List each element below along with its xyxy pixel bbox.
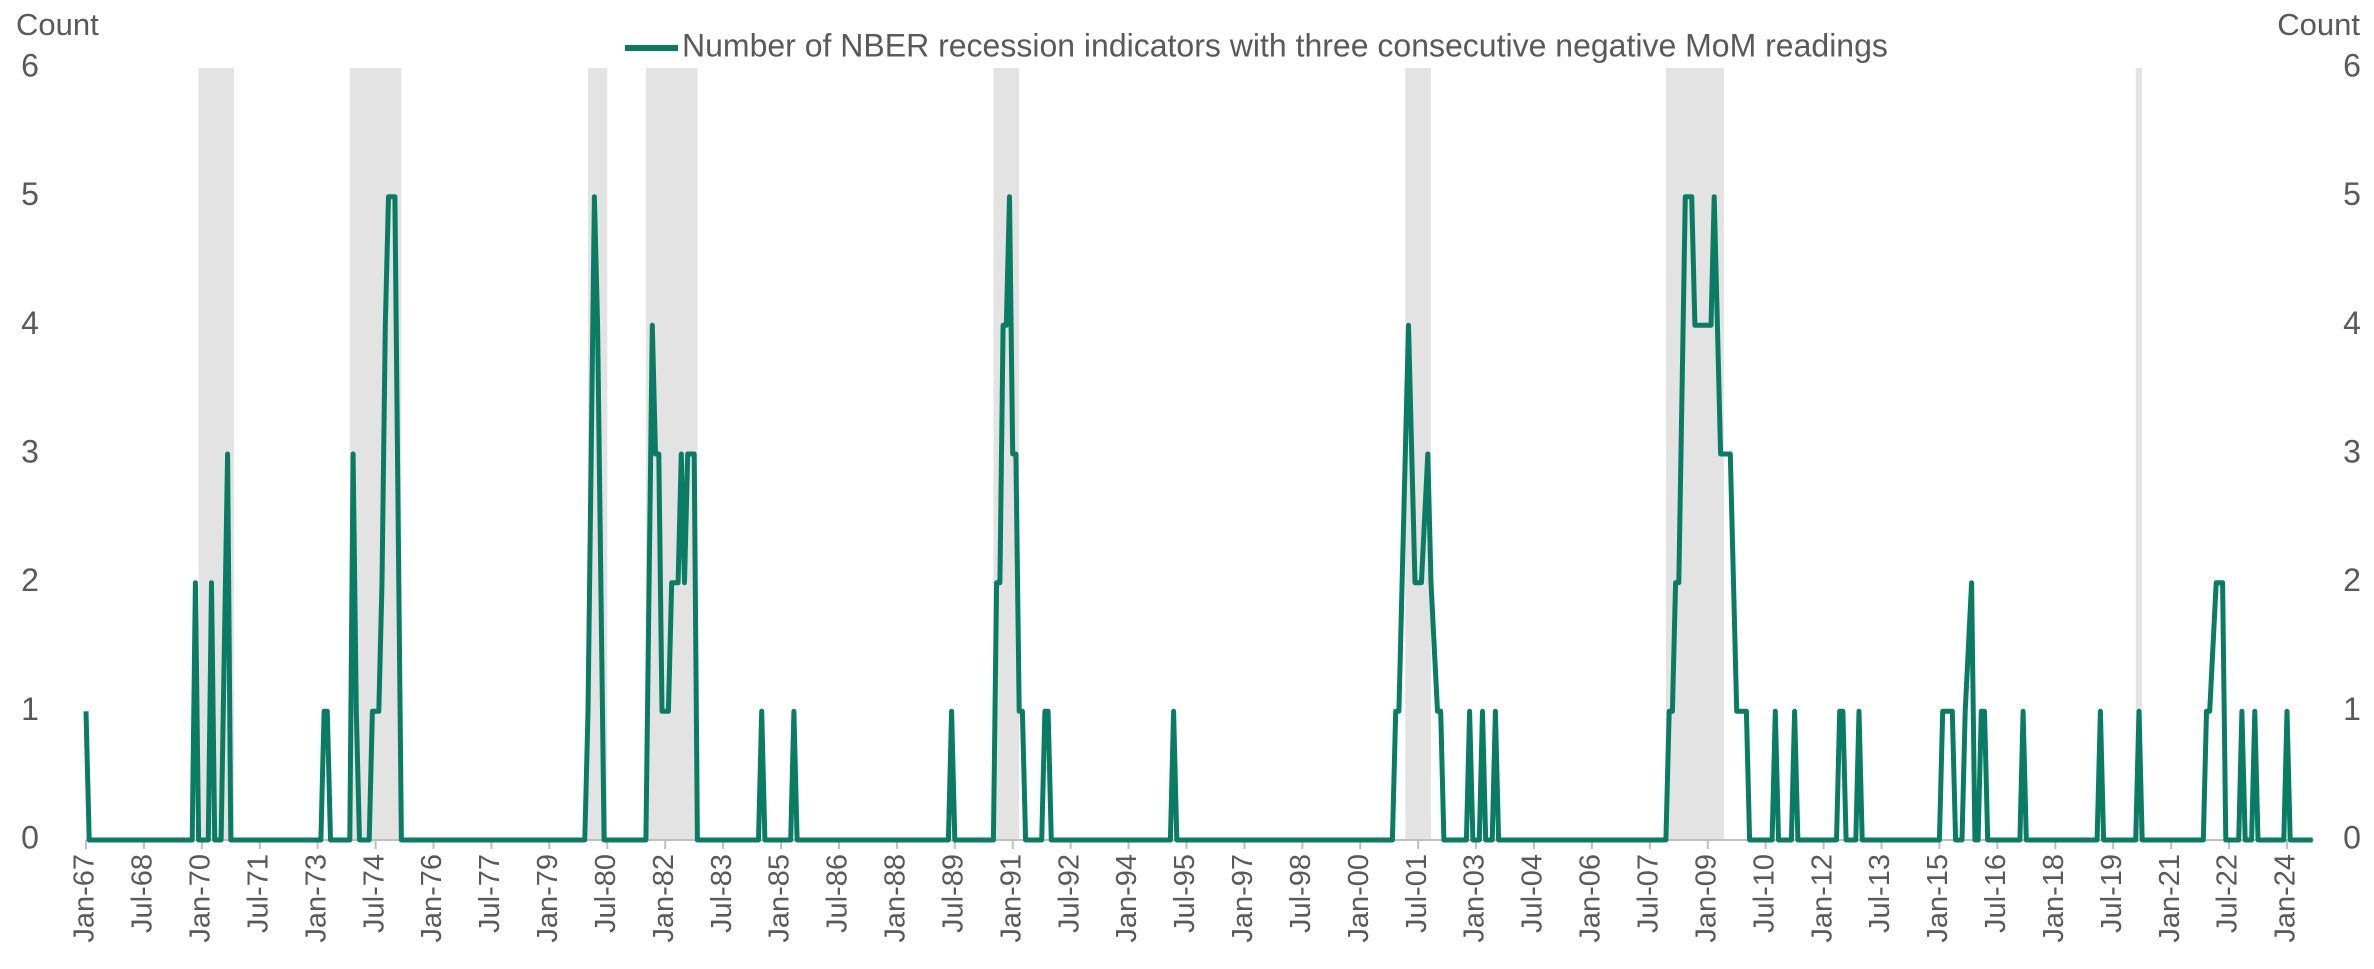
x-tick-label: Jan-91 xyxy=(995,854,1027,943)
x-tick-label: Jul-95 xyxy=(1169,854,1201,933)
x-tick-label: Jul-10 xyxy=(1748,854,1780,933)
y2-tick-label: 6 xyxy=(2343,47,2361,83)
x-tick-label: Jul-04 xyxy=(1517,854,1549,933)
y2-tick-label: 4 xyxy=(2343,305,2361,341)
x-tick-label: Jan-21 xyxy=(2154,854,2186,943)
y-tick-label: 5 xyxy=(21,176,39,212)
y2-tick-label: 3 xyxy=(2343,433,2361,469)
y2-tick-label: 1 xyxy=(2343,691,2361,727)
x-tick-label: Jan-09 xyxy=(1690,854,1722,943)
x-tick-label: Jul-83 xyxy=(706,854,738,933)
y-tick-label: 2 xyxy=(21,562,39,598)
recession-band xyxy=(2135,68,2143,840)
y2-tick-label: 5 xyxy=(2343,176,2361,212)
x-tick-label: Jul-13 xyxy=(1864,854,1896,933)
x-tick-label: Jul-68 xyxy=(127,854,159,933)
x-tick-label: Jan-97 xyxy=(1227,854,1259,943)
x-tick-label: Jan-79 xyxy=(532,854,564,943)
x-tick-label: Jul-07 xyxy=(1633,854,1665,933)
y-tick-label: 0 xyxy=(21,819,39,855)
x-tick-label: Jan-12 xyxy=(1806,854,1838,943)
x-tick-label: Jan-73 xyxy=(300,854,332,943)
x-tick-label: Jan-94 xyxy=(1111,854,1143,943)
x-tick-label: Jan-03 xyxy=(1459,854,1491,943)
x-tick-label: Jan-88 xyxy=(880,854,912,943)
x-tick-label: Jul-74 xyxy=(358,854,390,933)
recession-band xyxy=(1665,68,1724,840)
y-tick-label: 3 xyxy=(21,433,39,469)
x-tick-label: Jan-18 xyxy=(2038,854,2070,943)
x-tick-label: Jan-15 xyxy=(1922,854,1954,943)
x-tick-label: Jul-71 xyxy=(242,854,274,933)
x-tick-label: Jan-82 xyxy=(648,854,680,943)
x-tick-label: Jan-85 xyxy=(764,854,796,943)
legend-label: Number of NBER recession indicators with… xyxy=(682,27,1888,63)
x-tick-label: Jul-19 xyxy=(2096,854,2128,933)
x-tick-label: Jul-80 xyxy=(590,854,622,933)
x-tick-label: Jul-89 xyxy=(937,854,969,933)
x-tick-label: Jul-01 xyxy=(1401,854,1433,933)
y-tick-label: 1 xyxy=(21,691,39,727)
x-tick-label: Jul-86 xyxy=(822,854,854,933)
x-tick-label: Jan-06 xyxy=(1575,854,1607,943)
y2-tick-label: 0 xyxy=(2343,819,2361,855)
x-tick-label: Jan-67 xyxy=(69,854,101,943)
x-tick-label: Jul-92 xyxy=(1053,854,1085,933)
x-tick-label: Jul-16 xyxy=(1980,854,2012,933)
x-tick-label: Jul-77 xyxy=(474,854,506,933)
y-axis-label: Count xyxy=(16,7,99,42)
x-tick-label: Jul-98 xyxy=(1285,854,1317,933)
y2-axis-label: Count xyxy=(2277,7,2360,42)
series-line xyxy=(83,194,2313,843)
y-tick-label: 4 xyxy=(21,305,39,341)
x-tick-label: Jan-70 xyxy=(184,854,216,943)
y2-tick-label: 2 xyxy=(2343,562,2361,598)
x-tick-label: Jan-76 xyxy=(416,854,448,943)
y-tick-label: 6 xyxy=(21,47,39,83)
x-tick-label: Jan-00 xyxy=(1343,854,1375,943)
x-tick-label: Jul-22 xyxy=(2212,854,2244,933)
x-tick-label: Jan-24 xyxy=(2270,854,2302,943)
